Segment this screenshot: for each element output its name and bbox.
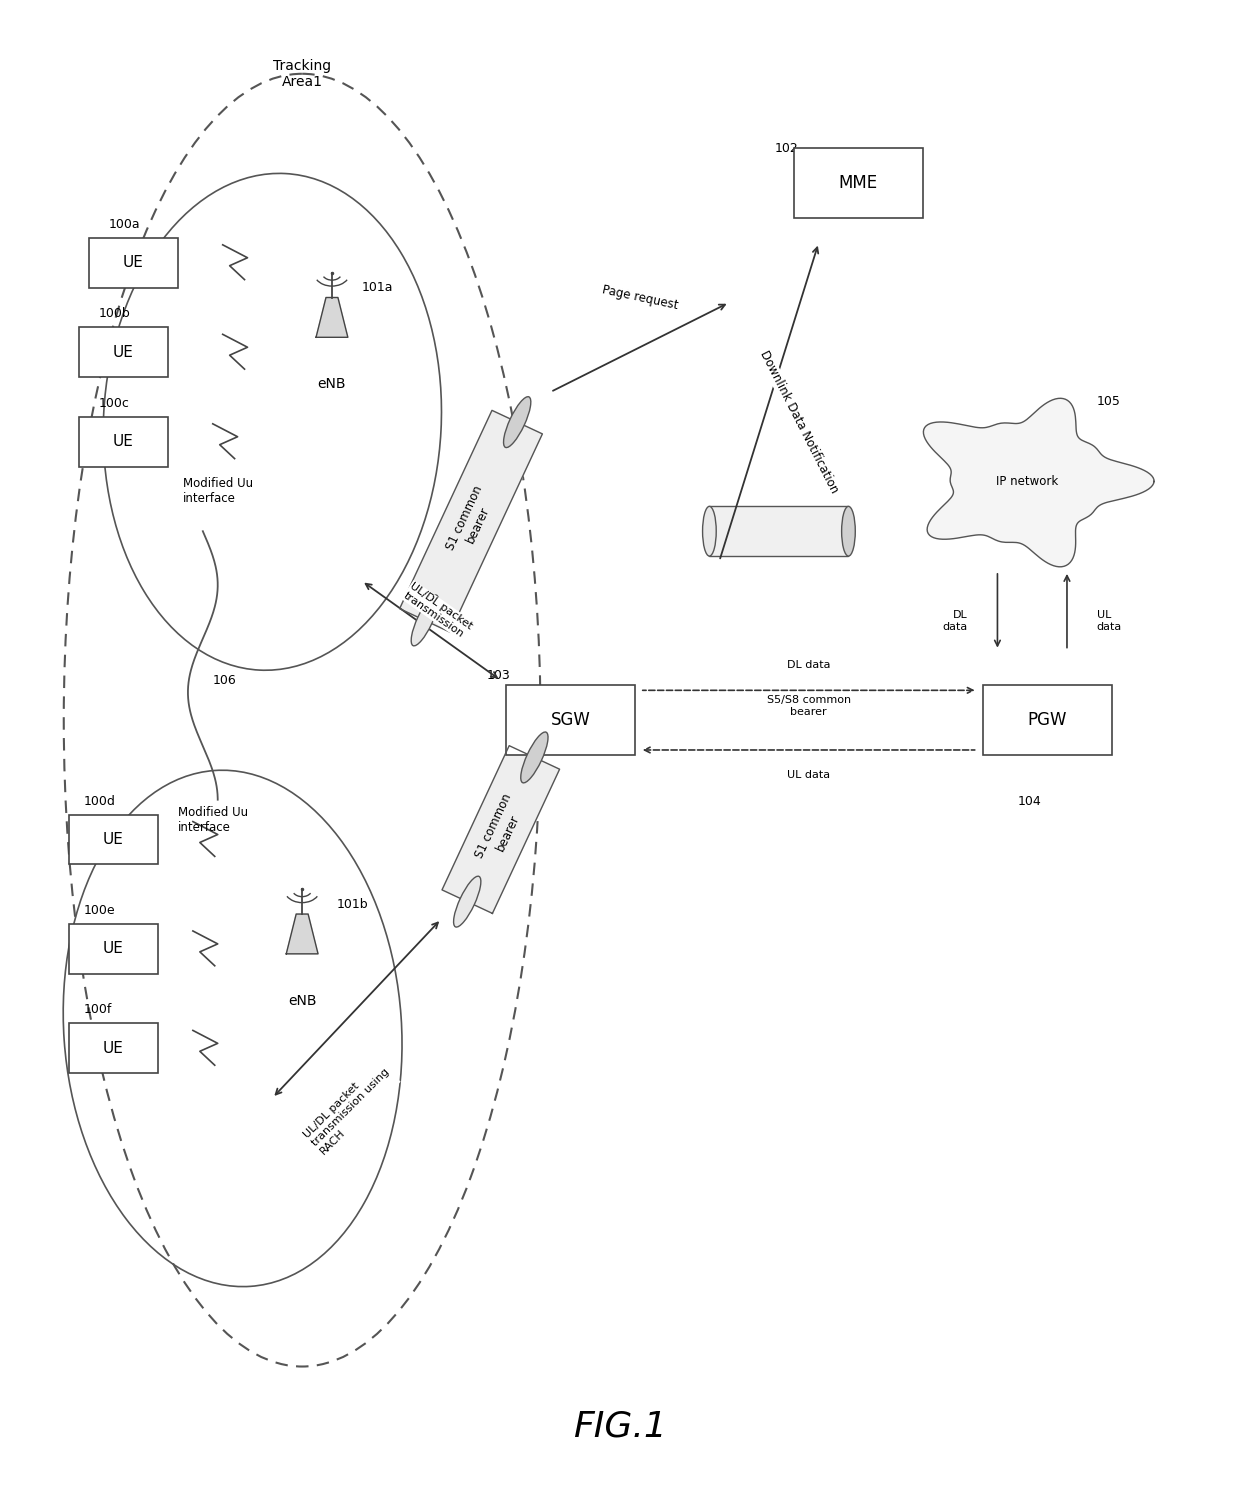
Text: Tracking
Area1: Tracking Area1 <box>273 58 331 90</box>
Text: UE: UE <box>113 435 134 450</box>
Ellipse shape <box>454 875 481 928</box>
Polygon shape <box>441 746 559 913</box>
FancyBboxPatch shape <box>88 238 179 287</box>
Text: Page request: Page request <box>600 284 680 312</box>
Ellipse shape <box>412 595 439 645</box>
Text: Downlink Data Notification: Downlink Data Notification <box>758 348 841 496</box>
Text: MME: MME <box>838 175 878 193</box>
Text: S1 common
bearer: S1 common bearer <box>474 792 528 867</box>
Ellipse shape <box>521 732 548 783</box>
FancyBboxPatch shape <box>68 1023 159 1073</box>
Text: 100c: 100c <box>98 397 129 409</box>
FancyBboxPatch shape <box>68 923 159 974</box>
Text: DL
data: DL data <box>942 610 967 632</box>
Text: DL data: DL data <box>787 660 831 671</box>
Text: Modified Uu
interface: Modified Uu interface <box>179 805 248 834</box>
Polygon shape <box>399 411 542 632</box>
Ellipse shape <box>703 506 717 556</box>
Text: 100d: 100d <box>83 795 115 808</box>
Text: UE: UE <box>123 255 144 270</box>
Text: IP network: IP network <box>996 475 1059 489</box>
Text: UL/DL packet
transmission using
RACH: UL/DL packet transmission using RACH <box>303 1058 399 1156</box>
Text: UL/DL packet
transmission: UL/DL packet transmission <box>402 581 474 641</box>
Polygon shape <box>316 297 348 338</box>
Text: 100b: 100b <box>98 308 130 320</box>
FancyBboxPatch shape <box>794 148 923 218</box>
Text: UE: UE <box>103 941 124 956</box>
Text: S5/S8 common
bearer: S5/S8 common bearer <box>766 695 851 717</box>
Text: 106: 106 <box>213 674 237 687</box>
Text: 105: 105 <box>1096 396 1121 408</box>
Polygon shape <box>924 399 1154 566</box>
Text: SGW: SGW <box>551 711 590 729</box>
Text: Modified Uu
interface: Modified Uu interface <box>184 477 253 505</box>
FancyBboxPatch shape <box>506 686 635 754</box>
Text: UL data: UL data <box>787 769 831 780</box>
Text: 101b: 101b <box>337 898 368 911</box>
Text: 104: 104 <box>1017 795 1042 808</box>
Text: UE: UE <box>113 345 134 360</box>
FancyBboxPatch shape <box>709 506 848 556</box>
Text: UL
data: UL data <box>1096 610 1122 632</box>
FancyBboxPatch shape <box>68 814 159 865</box>
Text: 102: 102 <box>775 142 799 155</box>
Ellipse shape <box>503 397 531 448</box>
Text: UE: UE <box>103 832 124 847</box>
FancyBboxPatch shape <box>78 417 169 466</box>
Text: eNB: eNB <box>288 994 316 1007</box>
Text: S1 common
bearer: S1 common bearer <box>444 484 498 559</box>
FancyBboxPatch shape <box>78 327 169 376</box>
Text: FIG.1: FIG.1 <box>573 1409 667 1443</box>
Polygon shape <box>286 914 317 953</box>
Text: PGW: PGW <box>1028 711 1066 729</box>
Text: 100e: 100e <box>83 904 115 917</box>
FancyBboxPatch shape <box>982 686 1112 754</box>
Text: UE: UE <box>103 1041 124 1056</box>
Text: 101a: 101a <box>362 281 393 294</box>
Text: eNB: eNB <box>317 376 346 391</box>
Text: 100f: 100f <box>83 1004 112 1016</box>
Ellipse shape <box>842 506 856 556</box>
Text: 100a: 100a <box>108 218 140 232</box>
Text: 103: 103 <box>487 669 511 681</box>
